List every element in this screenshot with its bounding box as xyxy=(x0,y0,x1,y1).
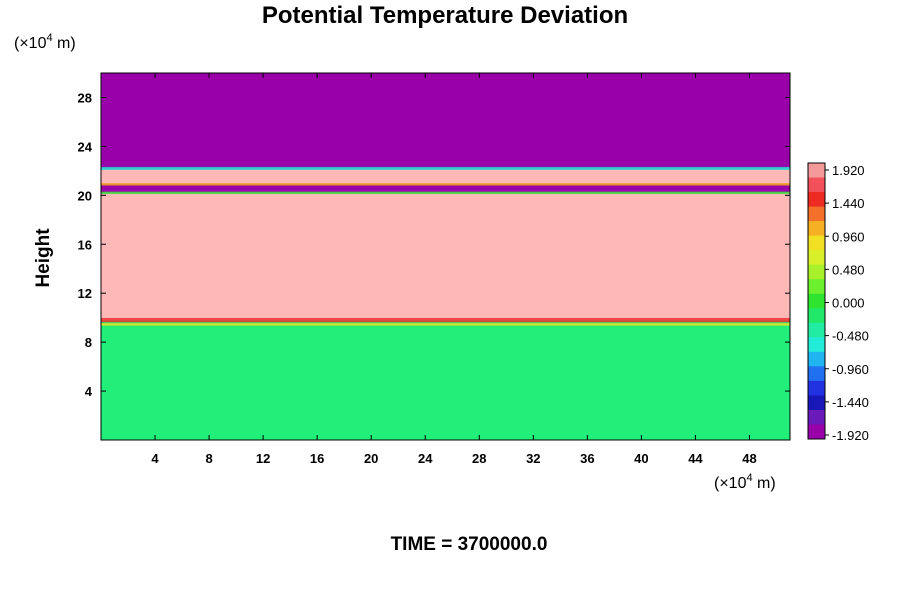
x-tick-label-6: 28 xyxy=(472,451,486,466)
colorbar-label-6: -0.960 xyxy=(832,362,869,377)
y-tick-label-5: 24 xyxy=(78,139,93,154)
heatmap-plot-area xyxy=(101,73,790,440)
colorbar-swatch-15 xyxy=(808,380,825,396)
colorbar-label-1: 1.440 xyxy=(832,196,865,211)
colorbar-label-0: 1.920 xyxy=(832,163,865,178)
colorbar-swatch-5 xyxy=(808,235,825,251)
y-unit-exp: 4 xyxy=(46,32,52,44)
colorbar-label-2: 0.960 xyxy=(832,229,865,244)
y-tick-label-1: 8 xyxy=(85,335,92,350)
boundary-strip-3 xyxy=(101,183,790,186)
colorbar-swatch-3 xyxy=(808,206,825,222)
x-axis-ticks: 4 8 12 16 20 24 28 32 36 40 44 48 xyxy=(151,73,757,466)
colorbar-swatch-10 xyxy=(808,308,825,324)
x-unit-label: (×104 m) xyxy=(714,472,776,492)
colorbar-swatch-17 xyxy=(808,409,825,425)
colorbar-swatch-8 xyxy=(808,279,825,295)
plot-frame xyxy=(100,72,791,441)
y-unit-suffix: m) xyxy=(53,35,76,52)
region-4 xyxy=(101,320,790,440)
time-label: TIME = 3700000.0 xyxy=(391,534,548,555)
colorbar: 1.920 1.440 0.960 0.480 0.000 -0.480 -0.960 -1.… xyxy=(807,162,869,443)
y-unit-prefix: (×10 xyxy=(14,35,47,52)
boundary-strip-0 xyxy=(101,317,790,323)
y-unit-label: (×104 m) xyxy=(14,32,76,52)
y-tick-label-4: 20 xyxy=(78,188,92,203)
colorbar-swatch-7 xyxy=(808,264,825,280)
colorbar-swatch-1 xyxy=(808,177,825,193)
region-1 xyxy=(101,168,790,185)
y-tick-label-2: 12 xyxy=(78,286,92,301)
x-unit-prefix: (×10 xyxy=(714,475,747,492)
colorbar-label-4: 0.000 xyxy=(832,296,865,311)
colorbar-swatch-11 xyxy=(808,322,825,338)
x-tick-label-8: 36 xyxy=(580,451,594,466)
colorbar-label-3: 0.480 xyxy=(832,262,865,277)
colorbar-label-5: -0.480 xyxy=(832,329,869,344)
colorbar-swatch-0 xyxy=(808,163,825,179)
x-tick-label-3: 16 xyxy=(310,451,324,466)
x-unit-suffix: m) xyxy=(753,475,776,492)
colorbar-swatch-2 xyxy=(808,192,825,208)
colorbar-swatch-12 xyxy=(808,337,825,353)
boundary-strip-2 xyxy=(101,166,790,170)
y-tick-label-3: 16 xyxy=(78,237,92,252)
boundary-strip-4 xyxy=(101,191,790,195)
colorbar-swatch-16 xyxy=(808,395,825,411)
colorbar-swatch-13 xyxy=(808,351,825,367)
x-tick-label-4: 20 xyxy=(364,451,378,466)
region-0 xyxy=(101,73,790,169)
colorbar-label-8: -1.920 xyxy=(832,428,869,443)
y-tick-label-6: 28 xyxy=(78,90,92,105)
chart-title: Potential Temperature Deviation xyxy=(262,2,628,29)
x-tick-label-1: 8 xyxy=(205,451,212,466)
x-tick-label-0: 4 xyxy=(151,451,159,466)
colorbar-label-7: -1.440 xyxy=(832,395,869,410)
x-tick-label-5: 24 xyxy=(418,451,433,466)
colorbar-swatch-4 xyxy=(808,221,825,237)
x-tick-label-2: 12 xyxy=(256,451,270,466)
colorbar-swatch-6 xyxy=(808,250,825,266)
y-axis-label: Height xyxy=(33,228,54,288)
colorbar-swatch-18 xyxy=(808,424,825,440)
colorbar-frame xyxy=(807,162,826,440)
y-tick-label-0: 4 xyxy=(85,384,93,399)
x-tick-label-9: 40 xyxy=(634,451,648,466)
boundary-strip-1 xyxy=(101,323,790,326)
colorbar-swatch-14 xyxy=(808,366,825,382)
y-axis-ticks: 4 8 12 16 20 24 28 xyxy=(78,90,790,399)
x-tick-label-10: 44 xyxy=(688,451,703,466)
colorbar-swatch-9 xyxy=(808,293,825,309)
region-2 xyxy=(101,184,790,193)
x-tick-label-7: 32 xyxy=(526,451,540,466)
x-tick-label-11: 48 xyxy=(742,451,756,466)
region-3 xyxy=(101,192,790,321)
x-unit-exp: 4 xyxy=(746,472,752,484)
